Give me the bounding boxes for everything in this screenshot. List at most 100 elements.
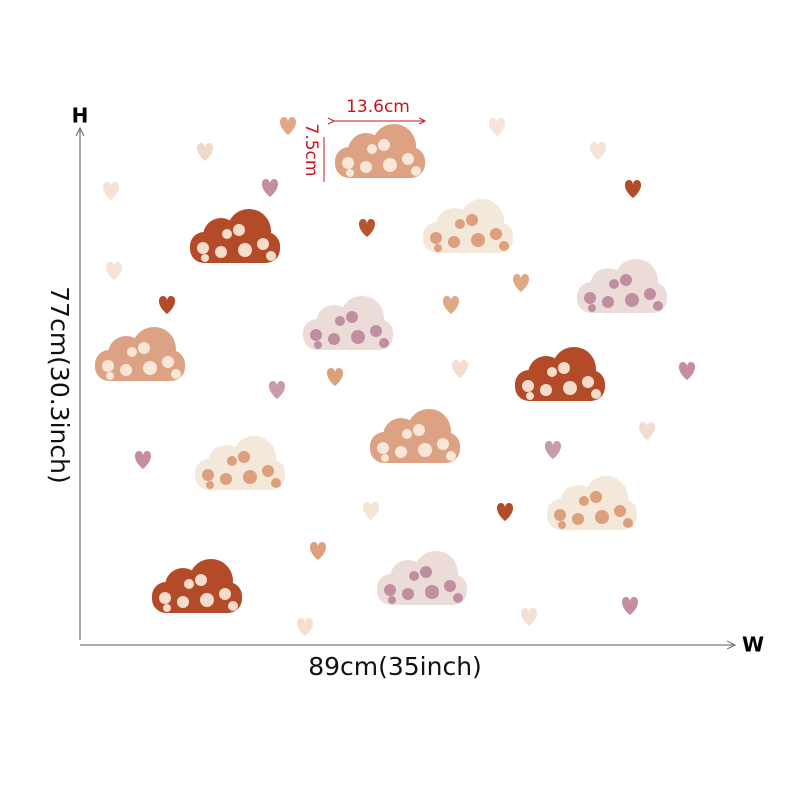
cloud-dot (471, 233, 485, 247)
height-marker: H (72, 104, 89, 128)
heart (196, 143, 214, 161)
heart (512, 274, 530, 292)
heart (102, 182, 120, 200)
heart (621, 597, 639, 615)
cloud-dot (206, 481, 214, 489)
cloud-dot (200, 593, 214, 607)
cloud-dot (102, 360, 114, 372)
cloud-dot (328, 333, 340, 345)
heart (358, 219, 376, 237)
heart (158, 296, 176, 314)
cloud-dot (425, 585, 439, 599)
cloud-dot (413, 424, 425, 436)
cloud (303, 296, 393, 350)
cloud-dot (222, 229, 232, 239)
cloud-dot (233, 224, 245, 236)
cloud (377, 551, 467, 605)
cloud-dot (434, 244, 442, 252)
cloud-dot (448, 236, 460, 248)
cloud-dot (381, 454, 389, 462)
cloud-dot (547, 367, 557, 377)
cloud-dot (453, 593, 463, 603)
cloud-dot (227, 456, 237, 466)
cloud-dot (383, 158, 397, 172)
cloud-dot (351, 330, 365, 344)
cloud (195, 436, 285, 490)
cloud-dot (402, 429, 412, 439)
cloud-dot (563, 381, 577, 395)
cloud-dot (395, 446, 407, 458)
cloud-dot (522, 380, 534, 392)
cloud (335, 124, 425, 178)
cloud (370, 409, 460, 463)
cloud-dot (540, 384, 552, 396)
cloud-dot (335, 316, 345, 326)
cloud (577, 259, 667, 313)
heart (296, 618, 314, 636)
cloud-dot (346, 311, 358, 323)
cloud-dot (159, 592, 171, 604)
cloud (423, 199, 513, 253)
heart (268, 381, 286, 399)
cloud-dot (602, 296, 614, 308)
cloud-dot (378, 139, 390, 151)
cloud-dot (215, 246, 227, 258)
cloud-dot (143, 361, 157, 375)
cloud-dot (584, 292, 596, 304)
cloud-dot (455, 219, 465, 229)
heart (678, 362, 696, 380)
cloud-dot (266, 251, 276, 261)
width-label: 89cm(35inch) (308, 652, 482, 681)
cloud-dot (243, 470, 257, 484)
cloud-dot (402, 153, 414, 165)
cloud-dot (526, 392, 534, 400)
heart (309, 542, 327, 560)
cloud-dot (490, 228, 502, 240)
cloud-dot (310, 329, 322, 341)
heart (362, 502, 380, 520)
cloud-dot (614, 505, 626, 517)
cloud-dot (418, 443, 432, 457)
heart (279, 117, 297, 135)
cloud-dot (346, 169, 354, 177)
heart (624, 180, 642, 198)
cloud-dot (377, 442, 389, 454)
cloud-dot (595, 510, 609, 524)
cloud-dot (644, 288, 656, 300)
heart (544, 441, 562, 459)
cloud-dot (342, 157, 354, 169)
heart (326, 368, 344, 386)
cloud-dot (409, 571, 419, 581)
cloud-dot (558, 521, 566, 529)
cloud-dot (163, 604, 171, 612)
cloud-dot (446, 451, 456, 461)
cloud (95, 327, 185, 381)
cloud-dot (195, 574, 207, 586)
cloud-dot (238, 451, 250, 463)
cloud-dot (437, 438, 449, 450)
cloud-dot (162, 356, 174, 368)
cloud-dot (314, 341, 322, 349)
width-marker: W (742, 633, 764, 657)
cloud-dot (238, 243, 252, 257)
cloud (515, 347, 605, 401)
cloud (152, 559, 242, 613)
cloud-dot (572, 513, 584, 525)
cloud-dot (625, 293, 639, 307)
cloud-dot (106, 372, 114, 380)
cloud-dot (177, 596, 189, 608)
cloud-dot (579, 496, 589, 506)
cloud-dot (588, 304, 596, 312)
cloud-dot (219, 588, 231, 600)
cloud-dot (420, 566, 432, 578)
cloud-dot (430, 232, 442, 244)
heart (442, 296, 460, 314)
cloud-dot (499, 241, 509, 251)
cloud-dot (554, 509, 566, 521)
heart (638, 422, 656, 440)
heart (520, 608, 538, 626)
decals (95, 117, 696, 636)
cloud-dot (558, 362, 570, 374)
cloud-dot (171, 369, 181, 379)
